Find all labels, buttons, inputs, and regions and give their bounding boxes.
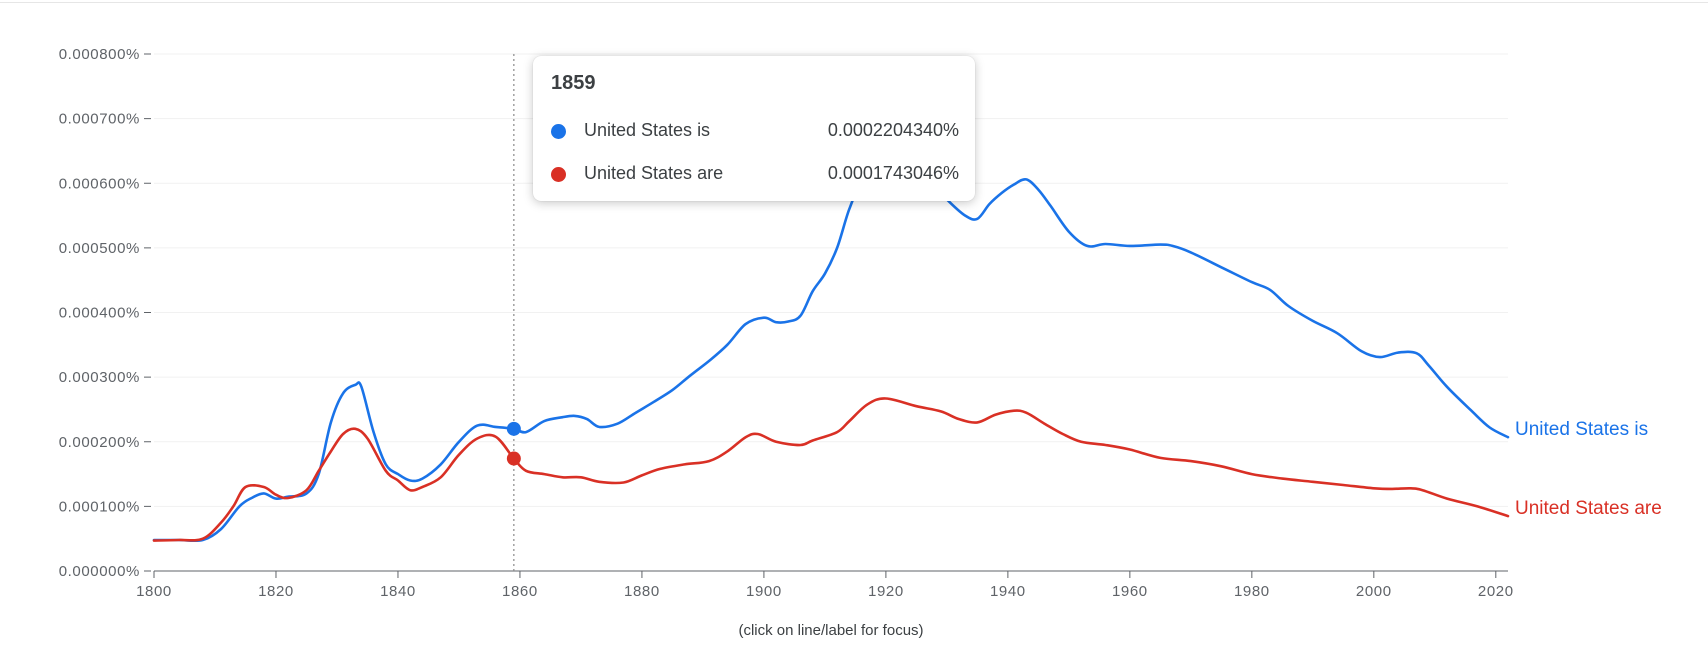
- x-tick-label: 1800: [136, 583, 172, 600]
- series-line-united-states-are[interactable]: [152, 397, 1510, 542]
- tooltip-row-united-states-are: United States are 0.0001743046%: [551, 163, 959, 187]
- x-axis: 1800 1820 1840 1860 1880 1900 1920 1940 1960 1980…: [136, 570, 1514, 600]
- hover-markers: [506, 421, 521, 466]
- series-line-united-states-is[interactable]: [152, 167, 1510, 543]
- y-tick-label: 0.000600%: [59, 175, 140, 192]
- x-tick-label: 1900: [746, 583, 782, 600]
- y-tick-label: 0.000700%: [59, 111, 140, 128]
- tooltip-series-value: 0.0001743046%: [827, 163, 959, 183]
- x-tick-label: 1940: [990, 583, 1026, 600]
- x-tick-label: 1980: [1234, 583, 1270, 600]
- grid-lines: [154, 53, 1508, 507]
- tooltip-series-name: United States are: [584, 163, 724, 183]
- tooltip-dot-blue: [551, 124, 566, 139]
- top-divider: [0, 2, 1708, 3]
- series-lines[interactable]: [152, 167, 1510, 543]
- y-tick-label: 0.000300%: [59, 369, 140, 386]
- series-label-united-states-are[interactable]: United States are: [1515, 498, 1662, 519]
- tooltip-row-united-states-is: United States is 0.0002204340%: [551, 120, 959, 144]
- y-tick-label: 0.000800%: [59, 46, 140, 63]
- y-tick-label: 0.000500%: [59, 240, 140, 257]
- series-label-united-states-is[interactable]: United States is: [1515, 419, 1648, 440]
- series-labels[interactable]: United States is United States are: [1515, 419, 1662, 519]
- y-tick-label: 0.000000%: [59, 563, 140, 580]
- tooltip-year: 1859: [551, 72, 596, 94]
- x-tick-label: 1960: [1112, 583, 1148, 600]
- ngram-line-chart: 0.000000% 0.000100% 0.000200% 0.000300% 0.00…: [59, 46, 1662, 600]
- y-axis: 0.000000% 0.000100% 0.000200% 0.000300% 0.00…: [59, 46, 151, 580]
- tooltip-dot-red: [551, 167, 566, 182]
- y-tick-label: 0.000200%: [59, 434, 140, 451]
- hover-marker-united-states-is: [506, 421, 521, 436]
- hover-tooltip: 1859 United States is 0.0002204340% Unit…: [533, 56, 975, 201]
- y-tick-label: 0.000400%: [59, 305, 140, 322]
- x-tick-label: 2000: [1356, 583, 1392, 600]
- tooltip-series-value: 0.0002204340%: [827, 120, 959, 140]
- x-tick-label: 1880: [624, 583, 660, 600]
- x-tick-label: 2020: [1478, 583, 1514, 600]
- hover-marker-united-states-are: [506, 451, 521, 466]
- x-tick-label: 1820: [258, 583, 294, 600]
- focus-hint: (click on line/label for focus): [738, 622, 924, 639]
- x-tick-label: 1920: [868, 583, 904, 600]
- y-tick-label: 0.000100%: [59, 498, 140, 515]
- x-tick-label: 1840: [380, 583, 416, 600]
- x-tick-label: 1860: [502, 583, 538, 600]
- tooltip-series-name: United States is: [584, 120, 711, 140]
